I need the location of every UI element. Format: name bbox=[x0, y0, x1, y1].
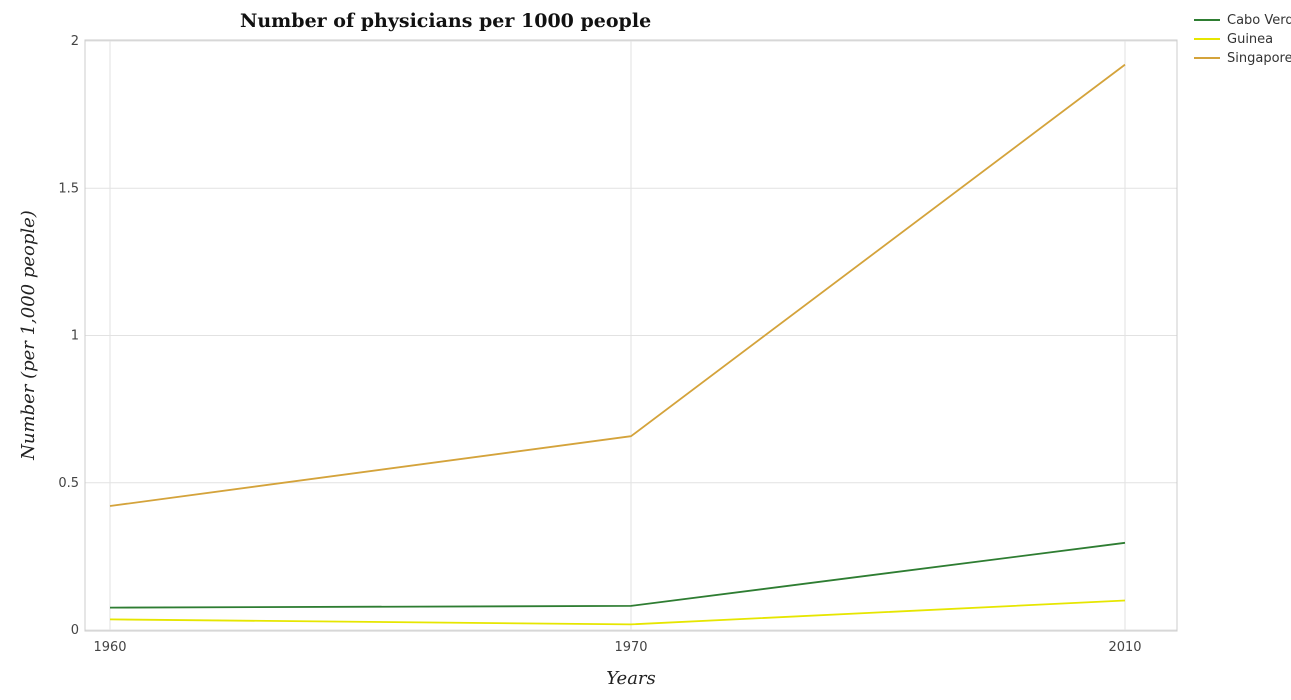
legend-label-singapore: Singapore bbox=[1227, 51, 1291, 66]
y-axis-label: Number (per 1,000 people) bbox=[18, 210, 39, 461]
series-line-guinea bbox=[109, 599, 1126, 626]
y-axis-ticks: 0 0.5 1 1.5 2 bbox=[58, 34, 79, 638]
x-tick-label: 2010 bbox=[1108, 640, 1141, 655]
plot-frame bbox=[84, 39, 1178, 632]
y-tick-label: 1 bbox=[71, 329, 79, 344]
x-tick-label: 1960 bbox=[93, 640, 126, 655]
chart-title: Number of physicians per 1000 people bbox=[240, 10, 651, 32]
legend-label-cabo-verde: Cabo Verde bbox=[1227, 13, 1291, 28]
x-tick-label: 1970 bbox=[614, 640, 647, 655]
x-axis-ticks: 1960 1970 2010 bbox=[93, 640, 1141, 655]
y-tick-label: 2 bbox=[71, 34, 79, 49]
grid bbox=[85, 40, 1177, 631]
series-line-cabo-verde bbox=[109, 541, 1126, 609]
y-tick-label: 1.5 bbox=[58, 181, 79, 196]
y-tick-label: 0 bbox=[71, 623, 79, 638]
x-axis-label: Years bbox=[606, 668, 656, 689]
legend: Cabo Verde Guinea Singapore bbox=[1194, 13, 1291, 66]
series-line-singapore bbox=[109, 63, 1126, 507]
series-lines bbox=[109, 63, 1126, 626]
y-tick-label: 0.5 bbox=[58, 476, 79, 491]
legend-label-guinea: Guinea bbox=[1227, 32, 1273, 47]
